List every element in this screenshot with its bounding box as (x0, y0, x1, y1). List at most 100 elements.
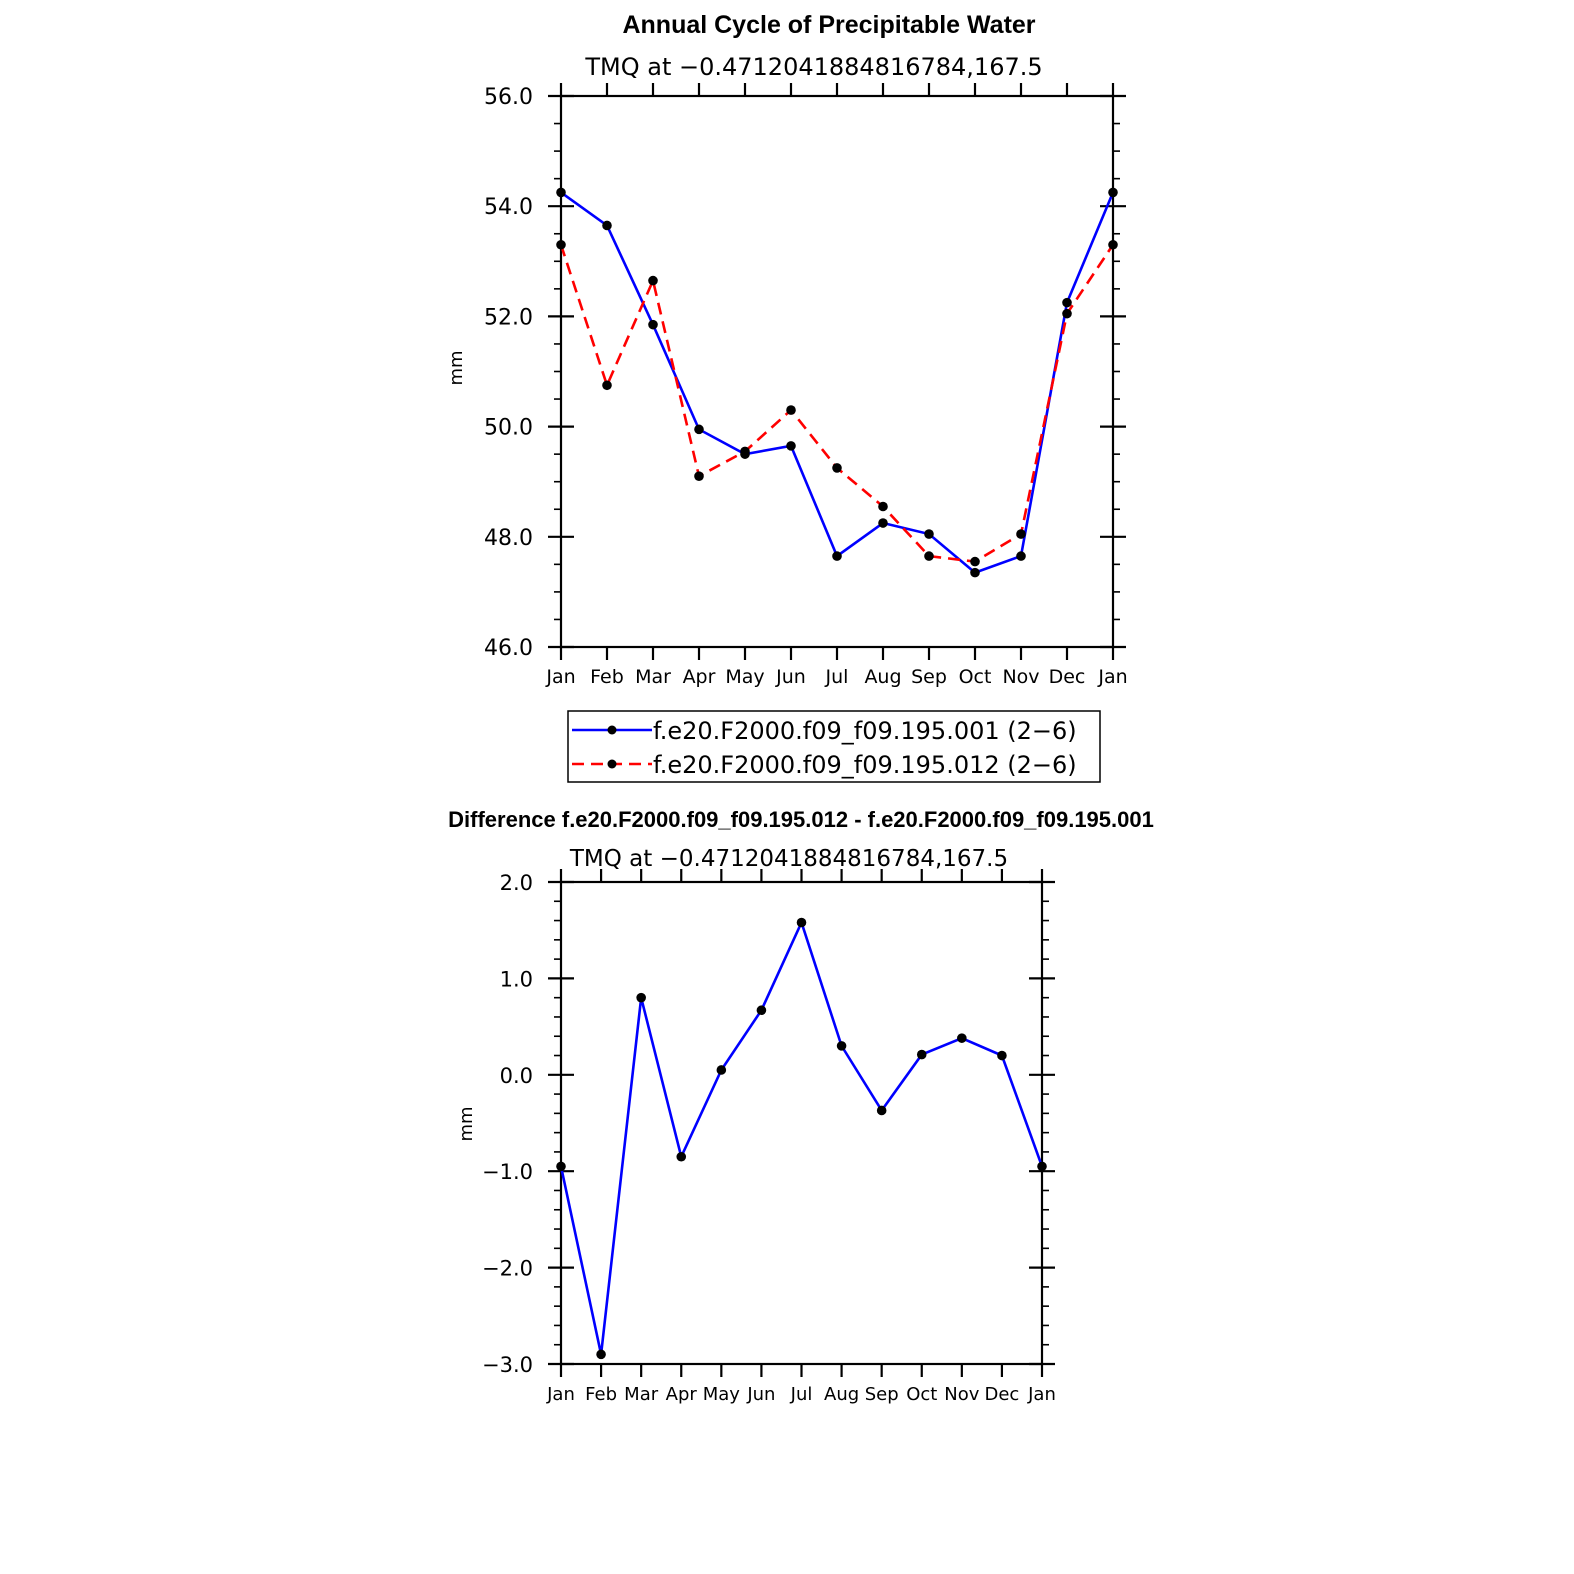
x-tick-label: Jan (1097, 666, 1127, 688)
data-point (602, 380, 612, 391)
x-tick-label: Nov (944, 1384, 979, 1405)
data-point (556, 1161, 566, 1172)
x-tick-label: Dec (1049, 666, 1086, 688)
data-point (648, 319, 658, 330)
y-tick-label: 2.0 (500, 871, 533, 895)
data-point (957, 1033, 967, 1043)
plot-frame (559, 94, 1115, 649)
data-point (1062, 297, 1072, 308)
data-point (836, 1041, 847, 1051)
series-layer (556, 917, 1047, 1360)
series-line-2 (559, 244, 1115, 563)
data-point (1062, 308, 1072, 319)
x-tick-label: Mar (624, 1384, 659, 1405)
x-tick-label: May (725, 666, 764, 688)
data-point (970, 567, 980, 578)
y-tick-label: 54.0 (484, 195, 533, 220)
legend-marker-series-2 (607, 759, 617, 769)
legend-label-series-1: f.e20.F2000.f09_f09.195.001 (2−6) (653, 717, 1077, 745)
data-point (1108, 187, 1118, 198)
data-point (796, 917, 807, 928)
x-tick-label: Jan (1027, 1384, 1056, 1405)
legend: f.e20.F2000.f09_f09.195.001 (2−6) f.e20.… (567, 710, 1101, 783)
data-point (832, 463, 842, 473)
y-tick-label: −1.0 (482, 1160, 533, 1184)
annual-cycle-chart: Annual Cycle of Precipitable Water TMQ a… (446, 11, 1128, 688)
y-tick-label: 46.0 (484, 636, 533, 661)
data-point (756, 1005, 767, 1016)
legend-label-series-2: f.e20.F2000.f09_f09.195.012 (2−6) (653, 751, 1077, 779)
chart-subtitle: TMQ at −0.4712041884816784,167.5 (584, 53, 1042, 81)
y-tick-label: 48.0 (484, 526, 533, 551)
series-layer (556, 187, 1118, 578)
data-point (676, 1151, 687, 1162)
data-point (924, 551, 934, 561)
difference-chart: Difference f.e20.F2000.f09_f09.195.012 -… (448, 807, 1154, 1405)
x-tick-label: Mar (635, 666, 671, 688)
y-axis-label: mm (446, 350, 467, 385)
data-point (876, 1105, 887, 1116)
x-tick-label: Sep (911, 666, 947, 688)
data-point (916, 1049, 927, 1060)
x-tick-label: Jul (825, 666, 849, 688)
data-point (716, 1065, 727, 1075)
series-line-1 (560, 191, 1115, 575)
y-tick-label: 50.0 (484, 416, 533, 441)
y-tick-label: 52.0 (484, 305, 533, 330)
data-point (556, 187, 566, 198)
data-point (648, 275, 658, 286)
data-point (694, 424, 704, 435)
legend-marker-series-1 (607, 725, 617, 735)
y-tick-label: 0.0 (500, 1064, 533, 1088)
x-tick-label: Oct (906, 1384, 937, 1405)
x-tick-label: Oct (959, 666, 992, 688)
plot-frame (559, 880, 1044, 1366)
data-point (740, 446, 750, 457)
x-tick-label: Feb (590, 666, 624, 688)
x-tick-label: Jun (775, 666, 806, 688)
legend-frame (567, 710, 1101, 783)
y-tick-label: 1.0 (500, 967, 533, 991)
x-tick-label: Feb (585, 1384, 617, 1405)
data-point (786, 441, 796, 451)
data-point (602, 220, 612, 231)
data-point (556, 239, 566, 250)
data-point (832, 551, 842, 561)
data-point (1016, 529, 1026, 539)
data-point (1016, 551, 1026, 561)
x-tick-label: Jun (746, 1384, 775, 1405)
data-point (878, 501, 888, 512)
data-point (878, 518, 888, 528)
data-point (596, 1349, 606, 1360)
x-tick-label: Sep (865, 1384, 899, 1405)
data-point (1037, 1161, 1047, 1172)
x-tick-label: Aug (864, 666, 901, 688)
x-tick-label: Nov (1002, 666, 1039, 688)
chart-title: Annual Cycle of Precipitable Water (622, 11, 1035, 39)
x-tick-label: Jan (546, 1384, 575, 1405)
x-tick-label: Jan (545, 666, 575, 688)
y-axis-label: mm (456, 1106, 477, 1141)
x-tick-label: Apr (666, 1384, 698, 1405)
data-point (997, 1050, 1007, 1061)
chart-subtitle: TMQ at −0.4712041884816784,167.5 (569, 846, 1008, 872)
data-point (694, 471, 704, 481)
data-point (924, 529, 934, 539)
axes: 2.0 1.0 0.0 −1.0 −2.0 −3.0 Jan Feb Mar Apr May Jun J… (482, 869, 1056, 1405)
x-tick-label: Aug (824, 1384, 859, 1405)
series-line-1 (559, 918, 1044, 1355)
data-point (970, 556, 980, 567)
y-tick-label: −2.0 (482, 1257, 533, 1281)
data-point (636, 992, 646, 1003)
x-tick-label: Jul (790, 1384, 813, 1405)
axes: 56.0 54.0 52.0 50.0 48.0 46.0 Jan Feb Mar Apr May J… (484, 83, 1128, 688)
chart-title: Difference f.e20.F2000.f09_f09.195.012 -… (448, 807, 1154, 832)
x-tick-label: May (703, 1384, 741, 1405)
x-tick-label: Apr (683, 666, 716, 688)
y-tick-label: −3.0 (482, 1353, 533, 1377)
data-point (1108, 239, 1118, 250)
y-tick-label: 56.0 (484, 85, 533, 110)
data-point (786, 405, 796, 415)
x-tick-label: Dec (984, 1384, 1019, 1405)
